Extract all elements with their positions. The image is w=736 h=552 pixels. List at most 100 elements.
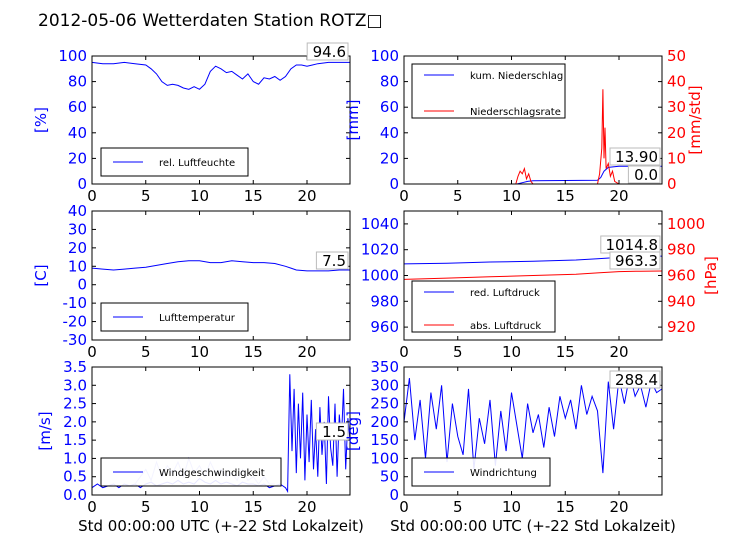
y-tick-label: 300 — [370, 376, 399, 394]
y-tick-label: 350 — [370, 358, 399, 376]
y-axis-label: [mm] — [344, 100, 362, 141]
x-tick-label: 5 — [141, 343, 151, 361]
x-tick-label: 5 — [141, 498, 151, 516]
value-annotation: 7.5 — [322, 252, 346, 270]
x-tick-label: 15 — [556, 187, 575, 205]
x-tick-label: 20 — [609, 343, 628, 361]
value-annotation: 1014.8 — [606, 236, 659, 254]
x-tick-label: 20 — [609, 187, 628, 205]
legend-box — [411, 280, 556, 333]
legend-precip: kum. Niederschlag Niederschlagsrate — [411, 63, 566, 119]
y2-tick-label: 0 — [667, 175, 677, 193]
y-tick-label: 80 — [68, 73, 87, 91]
legend-label: kum. Niederschlag — [470, 71, 563, 82]
x-tick-label: 10 — [190, 343, 209, 361]
y-tick-label: 10 — [68, 257, 87, 275]
y-tick-label: 0.0 — [63, 486, 87, 504]
legend-label: Windgeschwindigkeit — [159, 468, 265, 479]
legend-box — [411, 63, 566, 119]
panel-pressure: 0 5 10 15 20 960 980 1000 1020 1040 920 940 960 980 10… — [361, 210, 720, 361]
y-tick-label: 1000 — [361, 267, 399, 285]
y-tick-label: 980 — [370, 292, 399, 310]
legend-label: abs. Luftdruck — [470, 321, 541, 332]
axes-frame-windspeed — [91, 366, 351, 496]
x-tick-label: 0 — [399, 343, 409, 361]
series-line-humidity-0 — [91, 61, 350, 90]
panel-humidity: 0 5 10 15 20 0 20 40 60 80 100 [%] rel. Luftfeuchte 9… — [32, 42, 351, 205]
value-annotation: 963.3 — [615, 252, 658, 270]
x-tick-label: 0 — [399, 498, 409, 516]
y2-tick-label: 960 — [667, 267, 696, 285]
y-axis-label: [m/s] — [36, 411, 54, 450]
y-tick-label: 3.0 — [63, 376, 87, 394]
y-tick-label: 50 — [380, 468, 399, 486]
y-tick-label: 80 — [380, 73, 399, 91]
y-tick-label: 2.5 — [63, 395, 87, 413]
x-tick-label: 0 — [87, 498, 97, 516]
panel-windspeed: 0 5 10 15 200.00.51.01.52.02.53.03.5[m/s]Std… — [36, 358, 364, 535]
y-tick-label: 40 — [68, 124, 87, 142]
y2-tick-label: 30 — [667, 98, 686, 116]
x-tick-label: 10 — [190, 498, 209, 516]
y2-axis-label: [mm/std] — [686, 85, 704, 154]
series-line-precip-1 — [404, 89, 662, 185]
x-tick-label: 10 — [190, 187, 209, 205]
y-tick-label: 3.5 — [63, 358, 87, 376]
value-annotation-box — [306, 42, 349, 61]
panel-temperature: 0 5 10 15 20-30-20-10010203040[C]Lufttempera… — [32, 202, 351, 361]
y-tick-label: 100 — [370, 449, 399, 467]
value-annotation: 288.4 — [615, 371, 658, 389]
y-tick-label: 150 — [370, 431, 399, 449]
y2-tick-label: 10 — [667, 149, 686, 167]
legend-label: Niederschlagsrate — [470, 107, 561, 118]
value-annotation: 1.5 — [322, 423, 346, 441]
legend-windspeed: Windgeschwindigkeit — [100, 457, 282, 487]
x-tick-label: 20 — [609, 498, 628, 516]
value-annotation: 94.6 — [313, 43, 346, 61]
value-annotation-box — [315, 422, 349, 441]
y-tick-label: 20 — [68, 239, 87, 257]
axes-frame-winddir — [403, 366, 663, 496]
value-annotation-box — [609, 251, 661, 270]
y-tick-label: 40 — [380, 124, 399, 142]
y-tick-label: 30 — [68, 220, 87, 238]
y-tick-label: 0 — [77, 276, 87, 294]
y-tick-label: 0.5 — [63, 468, 87, 486]
x-tick-label: 5 — [453, 343, 463, 361]
y2-tick-label: 20 — [667, 124, 686, 142]
series-line-precip-0 — [404, 165, 662, 185]
legend-label: Windrichtung — [470, 468, 537, 479]
legend-label: red. Luftdruck — [470, 288, 540, 299]
legend-label: Lufttemperatur — [159, 313, 236, 324]
y2-tick-label: 40 — [667, 73, 686, 91]
value-annotation: 0.0 — [634, 166, 658, 184]
x-tick-label: 5 — [141, 187, 151, 205]
y-tick-label: 0 — [389, 486, 399, 504]
figure-title: 2012-05-06 Wetterdaten Station ROTZ□ — [38, 11, 383, 31]
x-tick-label: 15 — [244, 343, 263, 361]
y2-tick-label: 940 — [667, 292, 696, 310]
y-tick-label: 40 — [68, 202, 87, 220]
x-tick-label: 0 — [399, 187, 409, 205]
x-tick-label: 10 — [502, 498, 521, 516]
legend-humidity: rel. Luftfeuchte — [100, 147, 249, 177]
y2-tick-label: 50 — [667, 47, 686, 65]
y2-axis-label: [hPa] — [702, 256, 720, 295]
value-annotation-box — [627, 165, 661, 184]
y-tick-label: 1020 — [361, 241, 399, 259]
x-tick-label: 10 — [502, 343, 521, 361]
y-tick-label: 0 — [389, 175, 399, 193]
y-tick-label: 1.0 — [63, 449, 87, 467]
y-tick-label: 960 — [370, 318, 399, 336]
x-tick-label: 20 — [297, 343, 316, 361]
x-tick-label: 0 — [87, 343, 97, 361]
value-annotation-box — [315, 251, 349, 270]
x-axis-label: Std 00:00:00 UTC (+-22 Std Lokalzeit) — [78, 517, 364, 535]
y-tick-label: 20 — [68, 149, 87, 167]
y-tick-label: -30 — [63, 331, 88, 349]
x-tick-label: 20 — [297, 187, 316, 205]
legend-winddir: Windrichtung — [411, 457, 551, 487]
legend-pressure: red. Luftdruck abs. Luftdruck — [411, 280, 556, 333]
